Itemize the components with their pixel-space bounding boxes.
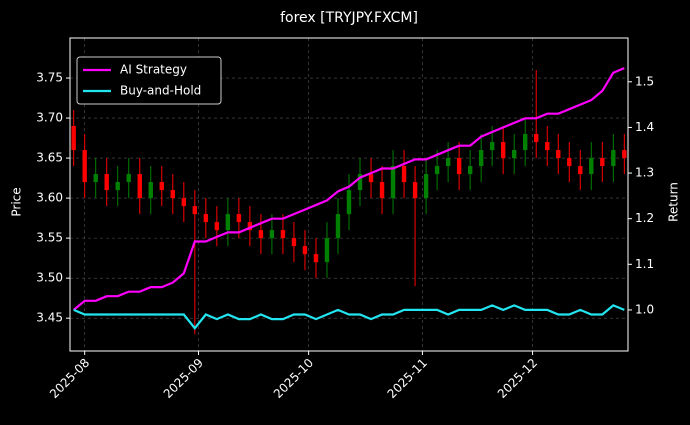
- candle-body: [192, 206, 198, 215]
- candle-body: [247, 222, 253, 231]
- candle-body: [622, 150, 627, 159]
- candle-body: [71, 126, 76, 151]
- candle-body: [578, 166, 583, 175]
- candle-body: [379, 182, 385, 199]
- candle-body: [467, 166, 473, 175]
- y2-axis-label: Return: [667, 182, 681, 222]
- candle-body: [478, 150, 484, 167]
- candle-body: [258, 230, 264, 239]
- legend-label: Buy-and-Hold: [120, 84, 201, 98]
- y2-tick-label: 1.0: [635, 302, 654, 316]
- candle-body: [489, 142, 495, 151]
- candle-body: [115, 182, 120, 191]
- y2-tick-label: 1.2: [635, 211, 654, 225]
- candle-body: [82, 150, 87, 183]
- candle-body: [500, 142, 506, 159]
- candle-body: [170, 190, 175, 199]
- y-tick-label: 3.75: [36, 71, 63, 85]
- candle-body: [456, 158, 462, 175]
- candle-body: [335, 214, 341, 239]
- candle-body: [434, 166, 440, 175]
- candle-body: [523, 134, 528, 151]
- candle-body: [137, 174, 142, 199]
- candle-body: [401, 166, 407, 183]
- candle-body: [159, 182, 164, 191]
- line-series: [73, 304, 625, 330]
- candle-body: [589, 158, 594, 175]
- legend-box: [76, 56, 222, 105]
- candle-body: [291, 238, 297, 247]
- y-tick-label: 3.55: [36, 231, 63, 245]
- candle-body: [269, 230, 275, 239]
- candle-body: [545, 142, 550, 151]
- candle-body: [148, 182, 153, 199]
- chart-title: forex [TRYJPY.FXCM]: [280, 10, 418, 26]
- candle-body: [445, 158, 451, 167]
- candle-body: [313, 254, 319, 263]
- y-tick-label: 3.60: [36, 191, 63, 205]
- candle-body: [390, 166, 396, 199]
- y-tick-label: 3.45: [36, 311, 63, 325]
- candle-body: [280, 230, 286, 239]
- legend: AI Strategy Buy-and-Hold: [76, 56, 222, 105]
- candle-body: [214, 222, 220, 231]
- plot-frame: [69, 37, 629, 352]
- candle-body: [511, 150, 517, 159]
- candle-body: [534, 134, 539, 143]
- legend-label: AI Strategy: [120, 63, 187, 77]
- y-tick-label: 3.65: [36, 151, 63, 165]
- y2-tick-label: 1.4: [635, 120, 654, 134]
- candle-body: [104, 174, 109, 191]
- candle-body: [181, 198, 187, 207]
- candle-body: [368, 174, 374, 183]
- candle-body: [567, 158, 572, 167]
- candle-body: [423, 174, 429, 199]
- candle-body: [324, 238, 330, 263]
- y-axis-label: Price: [10, 187, 24, 216]
- y2-tick-label: 1.1: [635, 257, 654, 271]
- candle-body: [203, 214, 209, 223]
- candle-body: [302, 246, 308, 255]
- line-series: [72, 67, 625, 311]
- candle-body: [236, 214, 242, 223]
- candle-body: [556, 150, 561, 159]
- candle-body: [126, 174, 131, 183]
- y2-tick-label: 1.5: [635, 74, 654, 88]
- y2-tick-label: 1.3: [635, 166, 654, 180]
- candle-body: [346, 190, 352, 215]
- candle-body: [611, 150, 616, 167]
- candle-body: [412, 182, 418, 199]
- candle-body: [93, 174, 98, 183]
- y-tick-label: 3.50: [36, 271, 63, 285]
- candle-body: [600, 158, 605, 167]
- y-tick-label: 3.70: [36, 111, 63, 125]
- candle-body: [225, 214, 231, 231]
- candle-body: [357, 174, 363, 191]
